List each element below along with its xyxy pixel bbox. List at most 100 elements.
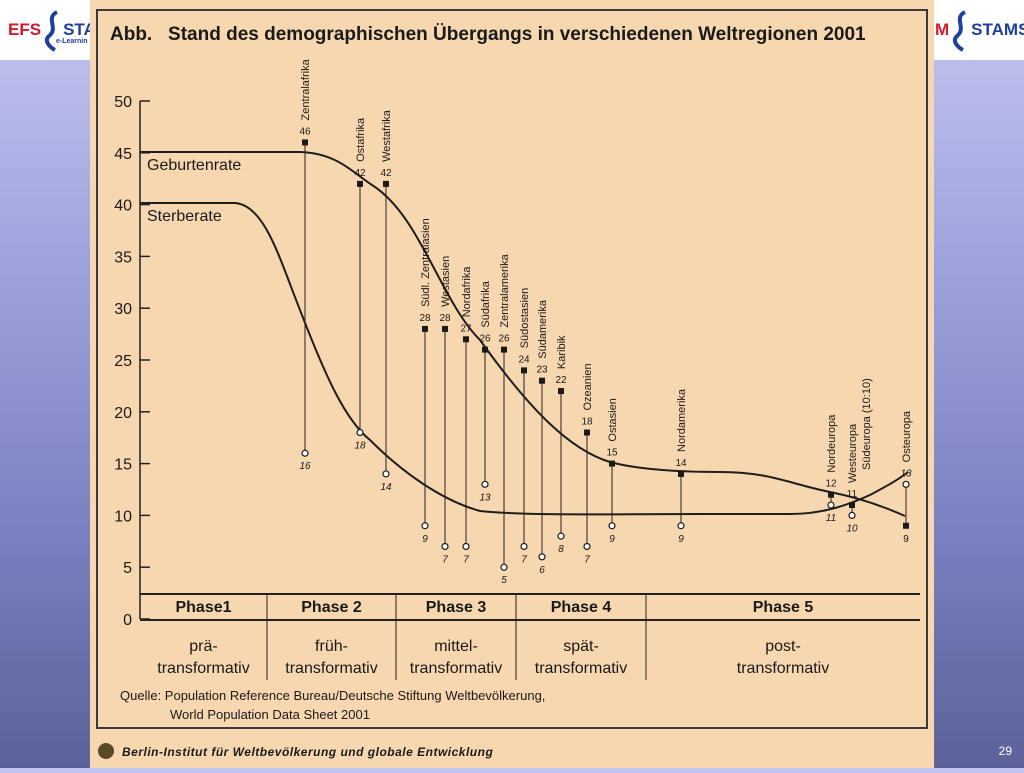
region-marker: 27 7 Nordafrika (460, 266, 473, 566)
birth-rate-value-label: 28 (419, 313, 431, 324)
death-rate-value-label: 13 (900, 468, 912, 479)
death-rate-value-label: 16 (299, 461, 311, 472)
region-marker: 42 14 Westafrika (380, 109, 393, 493)
logo-efs-text: EFS (8, 20, 42, 39)
logo-subtitle: e-Learnin (56, 38, 88, 45)
region-marker: 18 7 Ozeanien (581, 363, 594, 565)
region-marker: 28 7 Westasien (439, 256, 452, 566)
y-tick-label: 45 (114, 146, 132, 163)
phase-table: Phase1 prä-transformativ Phase 2 früh-trans… (140, 593, 920, 680)
series-label-birth-rate: Geburtenrate (147, 157, 241, 174)
death-rate-value-label: 13 (479, 492, 491, 503)
region-marker: 46 16 Zentralafrika (299, 58, 312, 472)
birth-rate-value-label: 42 (380, 168, 392, 179)
death-rate-point (583, 542, 591, 551)
death-rate-value-label: 10 (846, 523, 858, 534)
region-name-label: Nordeuropa (826, 414, 838, 473)
logo-right-m-text: M (935, 20, 950, 39)
region-name-label: Südeuropa (10:10) (861, 378, 873, 470)
institute-name: Berlin-Institut für Weltbevölkerung und … (122, 745, 493, 759)
birth-rate-value-label: 26 (479, 334, 491, 345)
birth-rate-point (482, 346, 488, 353)
markers-layer: 46 16 Zentralafrika 42 18 Ostafrika 42 14 Westaf… (299, 58, 913, 586)
chart-title: Abb. Stand des demographischen Übergangs… (110, 24, 866, 45)
death-rate-point (301, 449, 309, 457)
region-marker: 23 6 Südamerika (536, 299, 549, 576)
birth-rate-value-label: 46 (299, 126, 311, 137)
y-tick-label: 20 (114, 405, 132, 422)
death-rate-value-label: 7 (521, 554, 527, 565)
birth-rate-point (558, 388, 564, 395)
chart-frame (96, 9, 928, 729)
y-tick-label: 25 (114, 353, 132, 370)
institute-footer: Berlin-Institut für Weltbevölkerung und … (98, 743, 493, 759)
birth-rate-value-label: 42 (354, 168, 366, 179)
region-marker: 12 11 Nordeuropa (825, 414, 838, 524)
birth-rate-point (422, 325, 428, 332)
region-marker: 11 10 Westeuropa (846, 423, 859, 534)
death-rate-value-label: 7 (442, 554, 448, 565)
y-axis: 0 5 10 15 20 25 30 35 40 45 50 (114, 94, 150, 629)
phase-descriptor-line1: mittel- (434, 638, 478, 655)
death-rate-point (608, 522, 616, 530)
region-marker: 22 8 Karibik (555, 335, 568, 555)
phase-name: Phase 2 (301, 599, 362, 616)
birth-rate-point (383, 180, 389, 187)
birth-rate-value-label: 24 (518, 354, 530, 365)
phase-descriptor-line2: transformativ (157, 660, 249, 677)
death-rate-point (441, 542, 449, 551)
source-line-2: World Population Data Sheet 2001 (170, 707, 370, 722)
efs-stams-logo-right: M STAMS (935, 4, 1024, 56)
region-name-label: Westasien (440, 256, 452, 307)
birth-rate-point (357, 180, 363, 187)
phase-descriptor-line1: post- (765, 638, 801, 655)
demographic-transition-chart: Abb. Stand des demographischen Übergangs… (96, 9, 928, 759)
logo-right-swirl-icon (953, 10, 967, 52)
death-rate-point (827, 501, 835, 509)
death-rate-point (538, 553, 546, 561)
death-rate-point (500, 563, 508, 571)
region-marker: 15 9 Ostasien (606, 398, 619, 545)
y-tick-label: 5 (123, 560, 132, 577)
birth-rate-point (302, 139, 308, 146)
region-name-label: Nordafrika (461, 266, 473, 318)
phase-name: Phase 3 (426, 599, 487, 616)
region-name-label: Osteuropa (901, 410, 913, 462)
phase-descriptor-line2: transformativ (285, 660, 377, 677)
death-rate-value-label: 9 (422, 534, 428, 545)
region-marker: 9 13 Osteuropa (900, 410, 913, 545)
death-rate-point (382, 470, 390, 478)
birth-rate-value-label: 28 (439, 313, 451, 324)
region-name-label: Nordamerika (676, 388, 688, 452)
death-rate-value-label: 7 (584, 554, 590, 565)
y-tick-label: 40 (114, 198, 132, 215)
region-name-label: Zentralamerika (499, 253, 511, 327)
birth-rate-value-label: 18 (581, 417, 593, 428)
series-label-death-rate: Sterberate (147, 208, 222, 225)
region-marker: 42 18 Ostafrika (354, 117, 367, 452)
region-name-label: Südafrika (480, 280, 492, 327)
phase-descriptor-line2: transformativ (410, 660, 502, 677)
birth-rate-curve (140, 151, 906, 517)
chart-slide: Abb. Stand des demographischen Übergangs… (90, 0, 934, 768)
birth-rate-point (442, 325, 448, 332)
birth-rate-point (828, 491, 834, 498)
death-rate-value-label: 14 (380, 482, 392, 493)
region-name-label: Westafrika (381, 109, 393, 162)
birth-rate-value-label: 9 (903, 534, 909, 545)
y-tick-label: 10 (114, 508, 132, 525)
phase-descriptor-line1: spät- (563, 638, 599, 655)
death-rate-value-label: 9 (609, 534, 615, 545)
death-rate-value-label: 18 (354, 441, 366, 452)
region-marker: Südeuropa (10:10) (861, 378, 873, 470)
birth-rate-value-label: 14 (675, 458, 687, 469)
logo-right-stams-text: STAMS (971, 20, 1024, 39)
phase-name: Phase 5 (753, 599, 814, 616)
logo-swirl-icon (44, 10, 59, 52)
death-rate-point (848, 511, 856, 520)
phase-descriptor-line1: früh- (315, 638, 348, 655)
birth-rate-value-label: 11 (847, 489, 858, 500)
region-marker: 26 5 Zentralamerika (498, 253, 511, 586)
death-rate-value-label: 6 (539, 565, 545, 576)
phase-descriptor-line1: prä- (189, 638, 217, 655)
